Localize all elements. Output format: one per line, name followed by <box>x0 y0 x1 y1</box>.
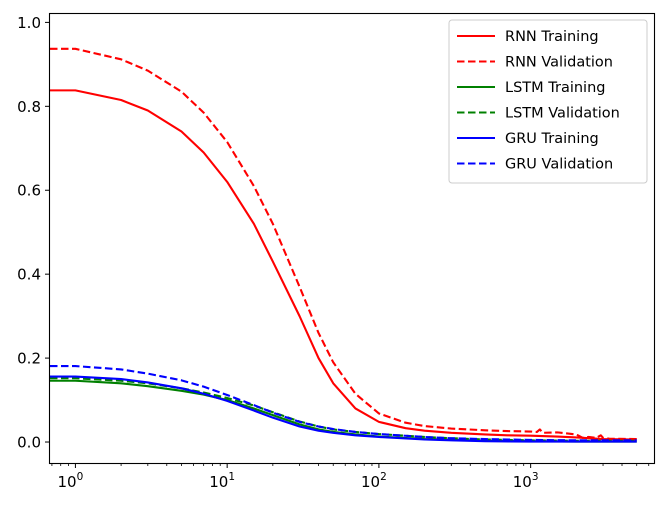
y-tick-label: 0.8 <box>17 98 41 116</box>
y-tick-label: 0.6 <box>17 182 41 200</box>
series-layer <box>50 47 637 443</box>
legend-label: GRU Training <box>505 131 599 147</box>
x-tick-label: 101 <box>209 471 235 491</box>
y-tick-label: 0.2 <box>17 350 41 368</box>
x-tick-base: 10 <box>58 473 77 491</box>
series-line-rnn-training <box>50 89 637 441</box>
legend-label: GRU Validation <box>505 157 613 173</box>
x-tick-base: 10 <box>513 473 532 491</box>
plot-frame <box>48 12 656 465</box>
x-tick-base: 10 <box>209 473 228 491</box>
legend-label: LSTM Training <box>505 80 605 96</box>
y-tick-label: 0.0 <box>17 434 41 452</box>
legend-label: LSTM Validation <box>505 106 620 122</box>
legend-label: RNN Training <box>505 29 599 45</box>
legend: RNN Training RNN Validation LSTM Training L… <box>448 19 648 184</box>
legend-label: RNN Validation <box>505 55 613 71</box>
series-line-rnn-validation <box>50 47 637 441</box>
x-tick-exponent: 1 <box>228 471 235 483</box>
series-line-gru-training <box>50 375 637 443</box>
x-tick-base: 10 <box>361 473 380 491</box>
series-line-gru-validation <box>50 365 637 442</box>
x-tick-label: 102 <box>361 471 387 491</box>
y-tick-label: 0.4 <box>17 266 41 284</box>
x-tick-exponent: 2 <box>380 471 387 483</box>
legend-box <box>448 19 648 184</box>
x-tick-exponent: 3 <box>532 471 539 483</box>
x-tick-label: 103 <box>513 471 539 491</box>
y-tick-label: 1.0 <box>17 14 41 32</box>
x-tick-exponent: 0 <box>77 471 84 483</box>
x-tick-label: 100 <box>58 471 84 491</box>
